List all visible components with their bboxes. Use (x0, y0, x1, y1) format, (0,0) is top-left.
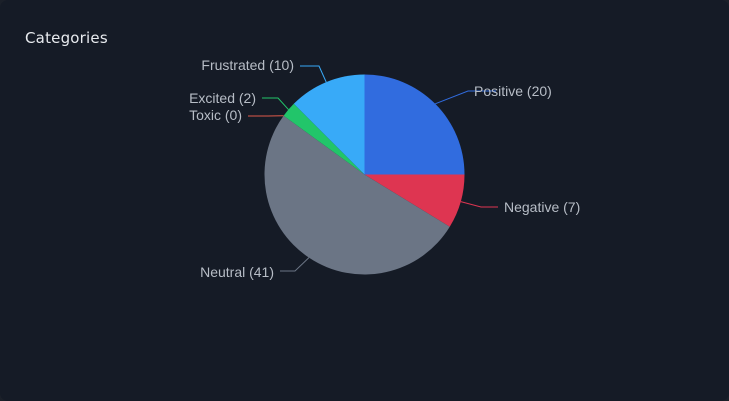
pie-slice-negative[interactable] (364, 174, 465, 227)
leader-line-positive (435, 90, 496, 105)
leader-line-negative (460, 201, 498, 208)
pie-slice-positive[interactable] (364, 74, 465, 175)
leader-line-frustrated (300, 65, 327, 83)
chart-title: Categories (25, 29, 108, 47)
slice-label-excited: Excited (2) (189, 90, 256, 106)
pie-slice-excited[interactable] (283, 103, 365, 175)
pie-slice-neutral[interactable] (264, 115, 450, 275)
slice-label-negative: Negative (7) (504, 199, 580, 215)
pie-slice-frustrated[interactable] (293, 74, 365, 175)
slice-label-frustrated: Frustrated (10) (201, 57, 294, 73)
slice-label-toxic: Toxic (0) (189, 107, 242, 123)
slice-label-positive: Positive (20) (474, 83, 552, 99)
slice-label-neutral: Neutral (41) (200, 264, 274, 280)
leader-line-excited (262, 97, 289, 110)
leader-line-neutral (280, 257, 310, 272)
